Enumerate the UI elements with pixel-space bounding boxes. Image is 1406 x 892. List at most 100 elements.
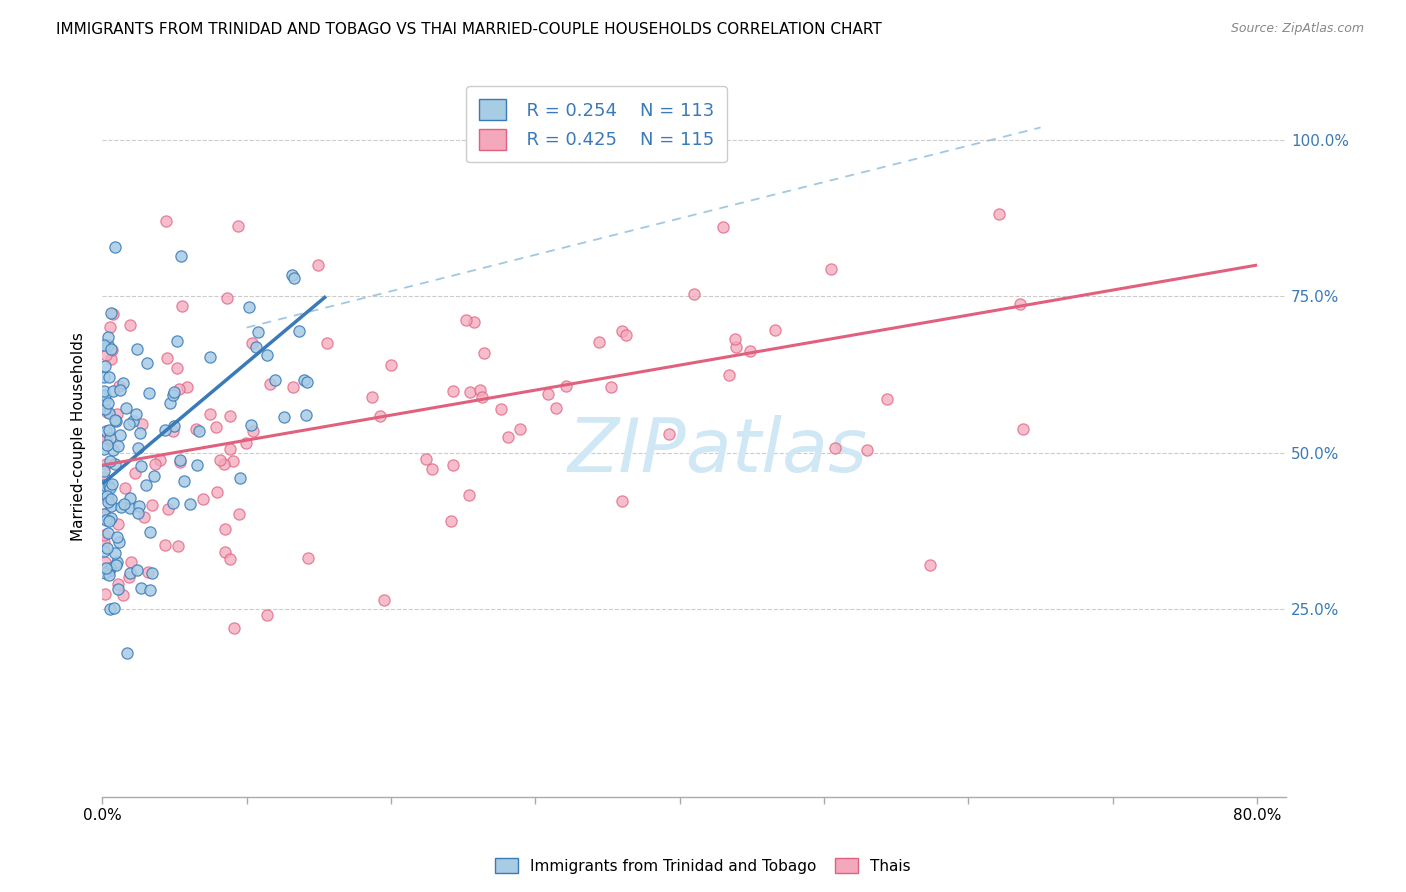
Point: [112, 376, 135, 391]
Point: [246, 326, 269, 340]
Point: [198, 407, 221, 421]
Point: [491, 402, 513, 417]
Point: [100, 306, 122, 320]
Point: [94, 431, 117, 445]
Legend: Immigrants from Trinidad and Tobago, Thais: Immigrants from Trinidad and Tobago, Tha…: [489, 852, 917, 880]
Point: [555, 378, 578, 392]
Point: [122, 414, 145, 428]
Point: [588, 334, 610, 349]
Point: [115, 401, 138, 416]
Point: [141, 566, 163, 581]
Point: [97, 406, 120, 420]
Point: [98, 564, 121, 578]
Point: [458, 488, 481, 502]
Point: [97, 338, 120, 352]
Point: [711, 219, 734, 234]
Point: [145, 457, 167, 471]
Point: [170, 249, 193, 263]
Point: [105, 531, 128, 545]
Point: [93, 535, 115, 549]
Point: [224, 621, 246, 635]
Point: [724, 340, 747, 354]
Point: [93, 555, 115, 569]
Point: [240, 335, 263, 350]
Point: [918, 558, 941, 573]
Point: [98, 602, 121, 616]
Point: [763, 323, 786, 337]
Point: [295, 408, 318, 422]
Point: [139, 583, 162, 598]
Point: [120, 318, 142, 333]
Point: [93, 478, 115, 492]
Point: [273, 409, 295, 424]
Point: [97, 567, 120, 582]
Point: [141, 498, 163, 512]
Point: [191, 492, 214, 507]
Point: [155, 214, 177, 228]
Text: ZIPatlas: ZIPatlas: [568, 416, 868, 487]
Point: [610, 494, 633, 508]
Point: [93, 464, 115, 478]
Point: [104, 547, 127, 561]
Point: [1012, 422, 1035, 436]
Point: [114, 481, 136, 495]
Point: [172, 299, 194, 313]
Point: [441, 384, 464, 399]
Point: [162, 425, 184, 439]
Point: [110, 500, 132, 514]
Point: [125, 342, 148, 356]
Point: [166, 334, 188, 348]
Point: [214, 545, 236, 559]
Point: [658, 427, 681, 442]
Text: Source: ZipAtlas.com: Source: ZipAtlas.com: [1230, 22, 1364, 36]
Point: [118, 570, 141, 584]
Point: [472, 346, 495, 360]
Point: [454, 313, 477, 327]
Point: [101, 477, 124, 491]
Point: [94, 393, 117, 408]
Point: [94, 457, 117, 471]
Point: [166, 539, 188, 553]
Point: [242, 425, 264, 439]
Point: [315, 335, 337, 350]
Point: [108, 383, 131, 397]
Point: [219, 442, 242, 456]
Point: [215, 291, 238, 305]
Point: [682, 286, 704, 301]
Point: [103, 307, 125, 321]
Point: [117, 417, 139, 432]
Point: [107, 577, 129, 591]
Point: [221, 454, 243, 468]
Point: [229, 471, 252, 485]
Point: [370, 409, 392, 423]
Point: [98, 560, 121, 574]
Point: [600, 380, 623, 394]
Point: [97, 514, 120, 528]
Point: [157, 502, 180, 516]
Point: [100, 499, 122, 513]
Point: [207, 485, 229, 500]
Point: [287, 325, 309, 339]
Point: [108, 427, 131, 442]
Point: [111, 588, 134, 602]
Point: [155, 538, 177, 552]
Point: [96, 561, 118, 575]
Point: [96, 489, 118, 503]
Point: [104, 413, 127, 427]
Point: [281, 268, 304, 282]
Y-axis label: Married-couple Households: Married-couple Households: [72, 333, 86, 541]
Point: [98, 423, 121, 437]
Point: [107, 582, 129, 596]
Point: [537, 387, 560, 401]
Point: [228, 508, 250, 522]
Point: [115, 647, 138, 661]
Point: [134, 510, 156, 524]
Point: [441, 458, 464, 473]
Point: [470, 384, 492, 398]
Point: [93, 442, 115, 456]
Point: [124, 467, 146, 481]
Point: [239, 418, 262, 433]
Point: [120, 555, 142, 569]
Point: [256, 608, 278, 623]
Point: [212, 457, 235, 471]
